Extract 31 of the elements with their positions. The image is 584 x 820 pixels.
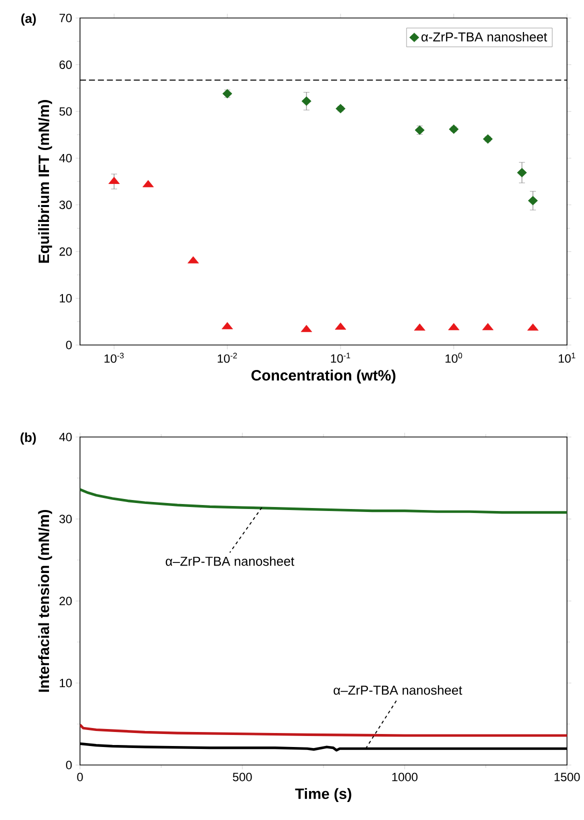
y-tick-label: 70 (60, 14, 72, 22)
x-tick-label: 10$^{-2}$ (218, 352, 237, 363)
chart-title: (b) (20, 432, 36, 445)
x-tick-label: 10$^{1}$ (558, 352, 576, 363)
annotation: α–ZrP-TBA nanosheet (166, 556, 294, 566)
y-tick-label: 40 (59, 154, 72, 162)
y-tick-label: 20 (60, 596, 72, 606)
y-axis-title: Interfacial tension (mN/m) (38, 510, 52, 692)
x-tick-label: 10$^{-3}$ (104, 352, 124, 363)
y-tick-label: 0 (66, 340, 72, 350)
y-tick-label: 40 (59, 432, 72, 442)
y-tick-label: 60 (60, 60, 72, 69)
y-tick-label: 30 (59, 514, 72, 524)
x-tick-label: 1500 (554, 772, 580, 782)
y-tick-label: 50 (59, 107, 72, 116)
y-tick-label: 0 (66, 760, 72, 770)
annotation: α–ZrP-TBA nanosheet (334, 685, 462, 695)
chart-title: (a) (21, 14, 36, 26)
y-axis-title: Equilibrium IFT (mN/m) (38, 100, 52, 263)
y-tick-label: 30 (59, 200, 72, 210)
x-tick-label: 0 (77, 772, 83, 782)
y-tick-label: 20 (60, 247, 72, 256)
x-tick-label: 10$^{-1}$ (331, 352, 350, 363)
x-axis-title: Concentration (wt%) (251, 370, 396, 384)
x-tick-label: 500 (232, 772, 252, 782)
legend-label: α-ZrP-TBA nanosheet (422, 32, 548, 42)
x-tick-label: 10$^{0}$ (446, 352, 462, 363)
x-axis-title: Time (s) (295, 788, 352, 802)
x-tick-label: 1000 (392, 772, 418, 782)
y-tick-label: 10 (60, 294, 72, 303)
y-tick-label: 10 (60, 678, 72, 688)
